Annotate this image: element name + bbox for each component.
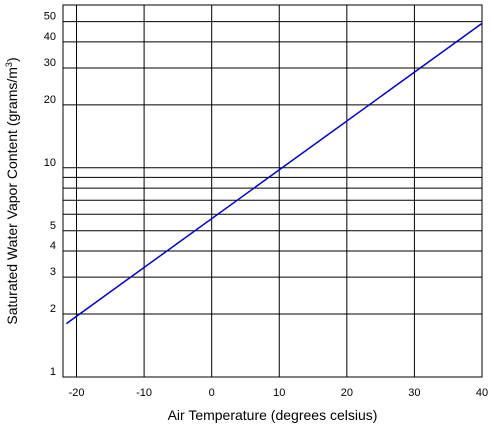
y-tick-label: 10 bbox=[44, 157, 56, 169]
x-tick-label: 10 bbox=[273, 387, 285, 399]
y-tick-label: 2 bbox=[50, 303, 56, 315]
x-tick-label: 20 bbox=[341, 387, 353, 399]
x-tick-label: 40 bbox=[476, 387, 488, 399]
y-tick-label: 1 bbox=[50, 366, 56, 378]
y-axis-label: Saturated Water Vapor Content (grams/m3) bbox=[4, 57, 20, 324]
series-layer bbox=[65, 22, 483, 325]
y-tick-label: 3 bbox=[50, 266, 56, 278]
y-gridlines bbox=[63, 21, 482, 378]
y-tick-label: 40 bbox=[44, 31, 56, 43]
x-tick-label: -20 bbox=[69, 387, 85, 399]
x-axis-label: Air Temperature (degrees celsius) bbox=[168, 407, 378, 423]
y-tick-labels: 1 2 3 4 5 10 20 30 40 50 bbox=[44, 11, 56, 378]
y-tick-label: 50 bbox=[44, 11, 56, 23]
y-axis-label-main: Saturated Water Vapor Content (grams/m bbox=[4, 67, 20, 325]
plot-area-background bbox=[63, 5, 482, 377]
x-tick-label: -10 bbox=[136, 387, 152, 399]
x-tick-label: 0 bbox=[209, 387, 215, 399]
plot-frame bbox=[62, 4, 483, 378]
y-axis-label-close: ) bbox=[4, 57, 20, 62]
y-axis-label-superscript: 3 bbox=[4, 62, 14, 67]
y-tick-label: 20 bbox=[44, 94, 56, 106]
y-tick-label: 4 bbox=[50, 240, 56, 252]
y-tick-label: 30 bbox=[44, 57, 56, 69]
y-tick-label: 5 bbox=[50, 220, 56, 232]
series-line bbox=[65, 22, 483, 325]
x-tick-labels: -20 -10 0 10 20 30 40 bbox=[69, 387, 489, 399]
x-tick-label: 30 bbox=[408, 387, 420, 399]
